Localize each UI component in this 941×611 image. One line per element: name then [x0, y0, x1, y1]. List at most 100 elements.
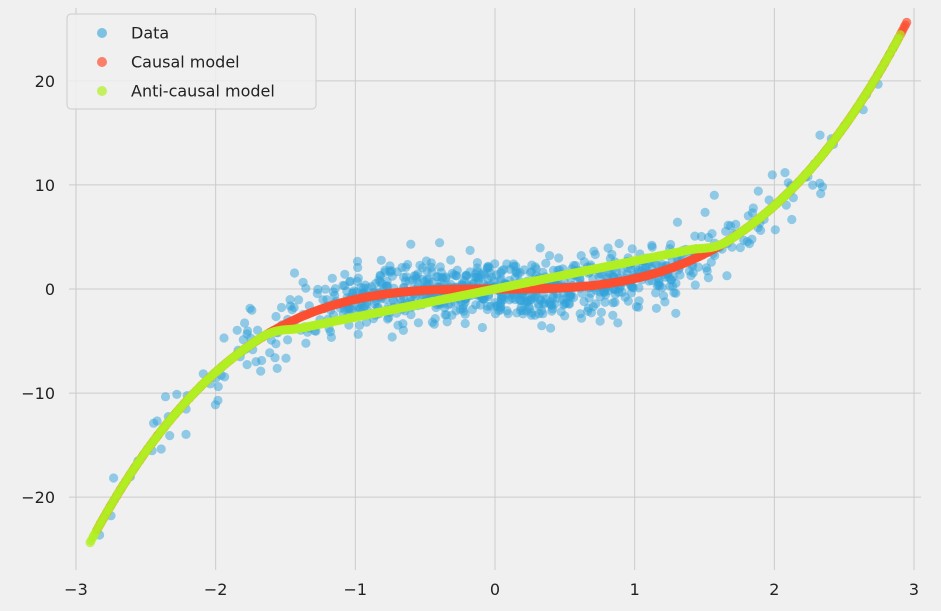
y-tick-label: 0	[45, 280, 55, 299]
data-point	[527, 267, 537, 277]
data-point	[398, 325, 408, 335]
data-point	[152, 416, 162, 426]
data-point	[283, 335, 293, 345]
x-tick-label: 0	[490, 580, 500, 599]
data-point	[627, 244, 637, 254]
data-point	[338, 280, 348, 290]
data-point	[495, 302, 505, 312]
data-point	[418, 275, 428, 285]
data-point	[610, 297, 620, 307]
data-point	[467, 304, 477, 315]
data-point	[301, 338, 311, 348]
data-point	[537, 321, 547, 331]
data-point	[427, 317, 437, 327]
data-point	[735, 243, 745, 253]
data-point	[109, 473, 119, 483]
data-point	[614, 238, 624, 249]
data-point	[700, 207, 710, 217]
data-point	[690, 280, 700, 290]
data-point	[355, 320, 365, 330]
legend-marker-causal	[97, 57, 107, 67]
y-tick-label: 20	[35, 72, 55, 91]
data-point	[213, 382, 223, 392]
data-point	[576, 313, 587, 323]
data-point	[579, 296, 589, 307]
data-point	[647, 242, 657, 252]
legend-label-causal: Causal model	[131, 53, 240, 72]
data-point	[672, 217, 683, 227]
data-point	[452, 265, 462, 275]
data-point	[533, 299, 544, 309]
data-point	[367, 281, 377, 292]
data-point	[242, 360, 252, 370]
data-point	[301, 283, 311, 293]
legend-label-anticausal: Anti-causal model	[131, 82, 275, 101]
data-point	[675, 270, 685, 280]
data-point	[490, 309, 501, 319]
data-point	[547, 300, 557, 310]
legend-marker-anticausal	[97, 86, 107, 96]
causal-point	[902, 17, 912, 27]
data-point	[787, 214, 797, 225]
data-point	[172, 389, 182, 399]
data-point	[753, 186, 763, 196]
data-point	[460, 318, 470, 329]
data-point	[471, 272, 481, 282]
data-point	[271, 311, 281, 322]
data-point	[219, 333, 229, 343]
data-point	[657, 283, 667, 293]
data-point	[537, 306, 547, 316]
data-point	[560, 311, 570, 321]
data-point	[756, 225, 766, 235]
data-point	[441, 272, 451, 282]
data-point	[294, 295, 304, 305]
data-point	[505, 264, 515, 274]
data-point	[631, 302, 642, 312]
data-point	[435, 238, 445, 248]
data-point	[589, 246, 599, 256]
data-point	[327, 273, 337, 283]
data-point	[620, 292, 630, 302]
data-point	[722, 271, 732, 281]
data-point	[272, 363, 282, 373]
data-point	[281, 353, 291, 363]
x-tick-label: 1	[630, 580, 640, 599]
data-point	[406, 310, 416, 320]
data-point	[399, 272, 409, 282]
data-point	[666, 239, 676, 250]
data-point	[706, 257, 716, 267]
data-point	[377, 279, 387, 289]
data-point	[289, 268, 300, 278]
data-point	[707, 229, 717, 239]
data-point	[686, 271, 696, 281]
data-series	[85, 17, 912, 548]
data-point	[353, 329, 363, 339]
legend-box	[66, 13, 317, 110]
data-point	[411, 271, 421, 281]
data-point	[770, 225, 780, 235]
data-point	[442, 317, 452, 327]
data-point	[671, 308, 681, 318]
data-point	[376, 255, 386, 265]
data-point	[459, 306, 469, 316]
data-point	[565, 291, 575, 301]
y-tick-label: −20	[21, 488, 55, 507]
data-point	[690, 231, 700, 241]
data-point	[668, 281, 678, 291]
data-point	[435, 262, 445, 272]
data-point	[522, 297, 533, 307]
data-point	[330, 284, 340, 294]
data-point	[496, 294, 506, 304]
data-point	[486, 301, 496, 311]
data-point	[213, 395, 223, 405]
data-point	[247, 305, 257, 315]
data-point	[721, 226, 731, 236]
data-point	[413, 318, 423, 328]
x-tick-label: 3	[909, 580, 919, 599]
data-point	[289, 302, 299, 313]
y-tick-label: −10	[21, 384, 55, 403]
data-point	[546, 323, 556, 333]
data-point	[318, 295, 328, 305]
series-anti-causal-model	[85, 30, 905, 548]
